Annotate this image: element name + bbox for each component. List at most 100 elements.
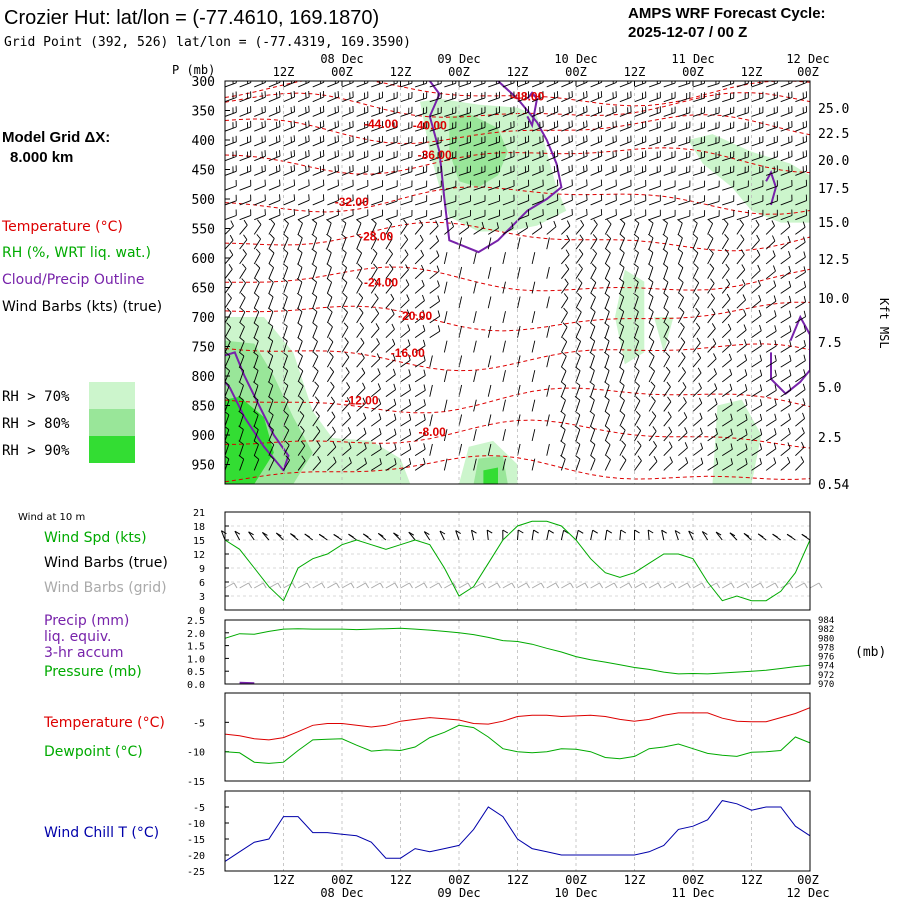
wind-barb (722, 141, 734, 147)
legend-rh90: RH > 90% (2, 443, 70, 459)
wind-barb (590, 199, 602, 206)
wind-barb (239, 341, 245, 353)
wind-barb-flag (583, 92, 585, 99)
wind-barb (400, 359, 411, 368)
wind-barb-flag (802, 221, 806, 228)
wind-barb-flag (605, 263, 611, 269)
wind-barb (283, 326, 288, 338)
wind-barb (605, 155, 617, 162)
y-tick-label: 0.0 (187, 680, 205, 691)
wind-barb-flag (727, 323, 732, 330)
wind-barb-flag (745, 443, 748, 450)
wind-barb (619, 326, 625, 338)
wind-barb-flag (408, 413, 412, 421)
wind-barb-flag (566, 234, 570, 241)
wind-barb-flag (330, 381, 335, 388)
wind-barb-flag (300, 440, 306, 446)
wind-barb (268, 340, 274, 353)
wind-barb-flag (405, 279, 410, 286)
wind-barb-flag (420, 264, 425, 271)
wind-barb-grid-flag (292, 582, 296, 589)
wind-barb-flag (356, 219, 362, 224)
wind-barb (765, 448, 777, 457)
wind-barb (239, 141, 251, 147)
wind-barb-flag (715, 531, 722, 536)
wind-barb (488, 156, 500, 162)
wind-barb-flag (561, 366, 567, 372)
wind-barb (648, 141, 661, 147)
wind-barb (283, 223, 289, 235)
wind-barb-flag (560, 410, 566, 416)
wind-barb (634, 185, 646, 191)
wind-barb-flag (583, 166, 585, 173)
wind-barb-flag (481, 221, 485, 228)
wind-barb (262, 532, 270, 541)
wind-barb (634, 355, 640, 368)
wind-barb-flag (758, 309, 762, 316)
wind-barb-flag (647, 529, 654, 534)
wind-barb-flag (373, 263, 378, 269)
wind-barb-flag (326, 263, 332, 268)
isotherm-line (225, 147, 810, 175)
wind-barb (458, 296, 463, 309)
wind-barb (648, 200, 661, 206)
wind-barb (414, 419, 426, 427)
wind-barb (546, 414, 550, 427)
wind-barb (663, 431, 673, 442)
wind-barb (488, 171, 500, 176)
wind-barb (561, 283, 569, 294)
wind-barb (795, 316, 806, 324)
wind-barb (736, 239, 745, 250)
wind-barb (370, 403, 381, 412)
wind-barb-flag (285, 455, 290, 461)
wind-barb (356, 170, 369, 176)
wind-barb (444, 156, 456, 162)
wind-barb (634, 385, 640, 397)
wind-barb (678, 462, 688, 471)
wind-barb-flag (740, 249, 745, 255)
wind-barb (312, 237, 318, 250)
wind-barb-flag (619, 248, 625, 254)
wind-barb-flag (661, 529, 667, 534)
wind-barb-flag (279, 150, 281, 157)
wind-barb (678, 82, 690, 88)
wind-barb (560, 385, 567, 397)
wind-barb-flag (681, 367, 686, 373)
wind-barb (795, 360, 806, 368)
wind-barb (429, 200, 442, 206)
wind-barb (414, 448, 426, 457)
wind-barb (736, 389, 748, 398)
legend-rh: RH (%, WRT liq. wat.) (2, 245, 151, 261)
wind-barb (605, 111, 617, 117)
wind-barb (385, 328, 395, 338)
wind-barb (634, 156, 646, 162)
cloud-outline (765, 170, 777, 206)
wind-barb-flag (348, 442, 352, 449)
wind-barb-flag (297, 233, 303, 239)
wind-barb-flag (669, 456, 673, 463)
wind-barb-flag (586, 208, 588, 216)
wind-barb-flag (583, 121, 585, 128)
wind-barb (371, 156, 383, 162)
wind-barb-grid-flag (496, 582, 501, 589)
wind-barb-flag (677, 248, 683, 254)
wind-barb (517, 155, 529, 162)
wind-barb (326, 237, 332, 250)
wind-barb (707, 215, 720, 221)
wind-barb-flag (408, 531, 415, 536)
wind-barb-flag (436, 265, 440, 272)
wind-barb (707, 112, 720, 117)
wind-barb-grid (692, 582, 703, 589)
wind-barb (751, 463, 762, 471)
wind-barb-flag (391, 308, 395, 315)
wind-barb (561, 96, 573, 103)
wind-barb (414, 186, 427, 191)
wind-barb-flag (745, 428, 748, 435)
wind-barb-flag (326, 248, 332, 253)
wind-barb (487, 414, 492, 427)
wind-barb (414, 375, 426, 383)
wind-barb (736, 404, 748, 412)
wind-barb (707, 141, 720, 147)
wind-barb (429, 186, 442, 191)
wind-barb (414, 404, 426, 412)
